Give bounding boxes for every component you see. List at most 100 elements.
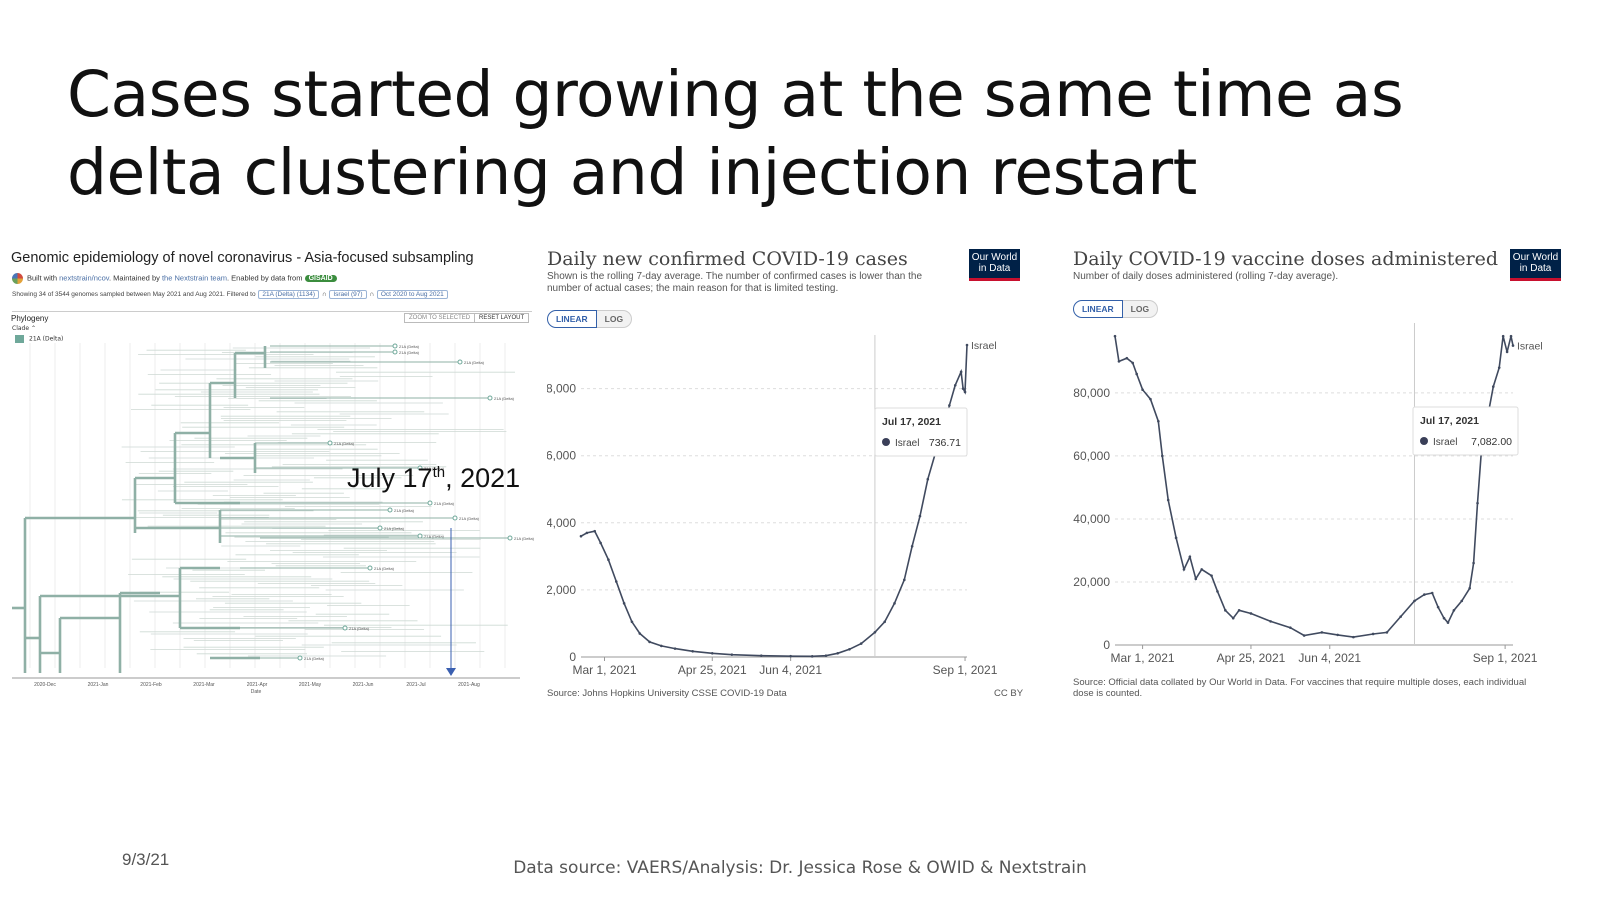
data-point: [1131, 361, 1135, 365]
vaccine-line-chart: 0 20,000 40,000 60,000 80,000 Mar 1, 2021 Apr …: [1073, 323, 1543, 665]
team-link[interactable]: the Nextstrain team: [161, 273, 227, 283]
vaccine-source: Source: Official data collated by Our Wo…: [1073, 677, 1527, 699]
tip-label: 21A (Delta): [394, 508, 415, 513]
data-point: [1117, 360, 1121, 363]
tip-label: 21A (Delta): [399, 350, 420, 355]
tooltip-marker: [1420, 437, 1428, 445]
filter-chip-clade[interactable]: 21A (Delta) (1134): [258, 290, 320, 299]
data-point: [859, 642, 863, 645]
tip-marker: [387, 507, 393, 513]
log-toggle[interactable]: LOG: [1122, 300, 1159, 318]
date-axis-label: 2021-Jun: [353, 682, 374, 688]
clade-legend-toggle[interactable]: Clade ⌃: [12, 325, 36, 332]
tip-marker: [452, 515, 458, 521]
enabled-text: . Enabled by data from: [227, 273, 303, 283]
built-with-text: Built with: [27, 273, 58, 283]
tip-label: 21A (Delta): [459, 516, 480, 521]
tip-label: 21A (Delta): [494, 396, 515, 401]
tooltip-marker: [882, 438, 890, 446]
x-tick-label: Sep 1, 2021: [933, 663, 998, 677]
y-tick-label: 20,000: [1073, 575, 1110, 589]
repo-link[interactable]: nextstrain/ncov: [59, 273, 109, 283]
slide-date: 9/3/21: [122, 850, 170, 869]
date-axis-label: 2021-May: [299, 682, 322, 688]
nextstrain-byline: Built with nextstrain/ncov. Maintained b…: [12, 273, 337, 284]
tooltip-country: Israel: [1433, 437, 1457, 448]
y-tick-label: 80,000: [1073, 386, 1110, 400]
y-tick-label: 8,000: [547, 382, 576, 396]
data-point: [836, 652, 839, 655]
data-point: [961, 387, 965, 390]
data-point: [1371, 632, 1375, 636]
annotation-sup: th: [432, 464, 446, 481]
nextstrain-title: Genomic epidemiology of novel coronaviru…: [11, 250, 474, 266]
data-point: [1446, 621, 1450, 624]
data-point: [759, 654, 763, 657]
y-tick-label: 0: [569, 650, 576, 664]
filter-text: Showing 34 of 3544 genomes sampled betwe…: [12, 291, 256, 298]
data-point: [1160, 454, 1164, 458]
tip-marker: [487, 395, 493, 401]
tip-marker: [427, 500, 433, 506]
data-point: [1423, 593, 1426, 596]
owid-logo[interactable]: Our World in Data: [969, 249, 1020, 281]
vaccine-chart-panel: Daily COVID-19 vaccine doses administere…: [1073, 243, 1563, 713]
tip-label: 21A (Delta): [424, 534, 445, 539]
vaccine-chart-title: Daily COVID-19 vaccine doses administere…: [1073, 248, 1499, 270]
zoom-to-selected-button[interactable]: ZOOM TO SELECTED: [404, 313, 476, 323]
data-point: [824, 654, 828, 657]
data-point: [918, 514, 922, 518]
tip-marker: [342, 625, 348, 631]
data-point: [648, 640, 651, 644]
data-point: [607, 558, 610, 562]
date-axis-label: 2021-Mar: [193, 682, 215, 688]
data-point: [585, 531, 589, 535]
reset-layout-button[interactable]: RESET LAYOUT: [474, 313, 530, 323]
tip-marker: [392, 343, 398, 349]
data-point: [1210, 574, 1213, 577]
data-point: [963, 390, 967, 394]
scale-toggle: LINEAR LOG: [547, 310, 633, 328]
x-tick-label: Apr 25, 2021: [1217, 651, 1286, 665]
tooltip-box: [874, 407, 968, 457]
tip-label: 21A (Delta): [334, 441, 355, 446]
linear-toggle[interactable]: LINEAR: [547, 310, 597, 328]
data-point: [599, 541, 602, 545]
nextstrain-panel: Genomic epidemiology of novel coronaviru…: [0, 243, 542, 713]
y-tick-label: 6,000: [547, 449, 576, 463]
data-point: [1509, 334, 1513, 338]
filter-chip-date[interactable]: Oct 2020 to Aug 2021: [376, 290, 448, 299]
date-axis-label: 2021-Apr: [247, 682, 268, 688]
data-point: [622, 602, 626, 605]
slide-source: Data source: VAERS/Analysis: Dr. Jessica…: [513, 858, 1087, 878]
x-tick-label: Jun 4, 2021: [1298, 651, 1361, 665]
data-point: [1472, 561, 1475, 565]
phylogeny-tree: 21A (Delta) 21A (Delta) 21A (Delta) 21A (De…: [12, 343, 535, 695]
linear-toggle[interactable]: LINEAR: [1073, 300, 1123, 318]
tooltip-date: Jul 17, 2021: [1420, 415, 1479, 427]
data-point: [1289, 626, 1292, 629]
owid-logo[interactable]: Our World in Data: [1510, 249, 1561, 281]
log-toggle[interactable]: LOG: [596, 310, 633, 328]
data-point: [883, 620, 887, 624]
data-point: [1336, 633, 1339, 637]
data-point: [1231, 616, 1235, 620]
x-tick-label: Sep 1, 2021: [1473, 651, 1538, 665]
data-point: [673, 647, 677, 650]
nextstrain-logo-icon: [12, 273, 23, 284]
tip-label: 21A (Delta): [514, 536, 535, 541]
data-point: [1182, 568, 1186, 571]
gisaid-logo[interactable]: GISAID: [304, 275, 337, 283]
data-point: [1399, 615, 1402, 618]
data-point: [660, 644, 663, 648]
data-point: [1491, 385, 1495, 388]
date-axis-title: Date: [251, 689, 262, 695]
data-point: [579, 534, 583, 538]
license-link[interactable]: CC BY: [994, 688, 1024, 699]
data-point: [953, 383, 957, 387]
data-point: [1352, 635, 1355, 639]
date-axis-label: 2020-Dec: [34, 682, 56, 688]
filter-chip-country[interactable]: Israel (97): [329, 290, 367, 299]
cases-line-chart: 0 2,000 4,000 6,000 8,000 Mar 1, 2021 Apr 25, …: [547, 335, 998, 677]
arrow-down-icon: [446, 668, 456, 676]
